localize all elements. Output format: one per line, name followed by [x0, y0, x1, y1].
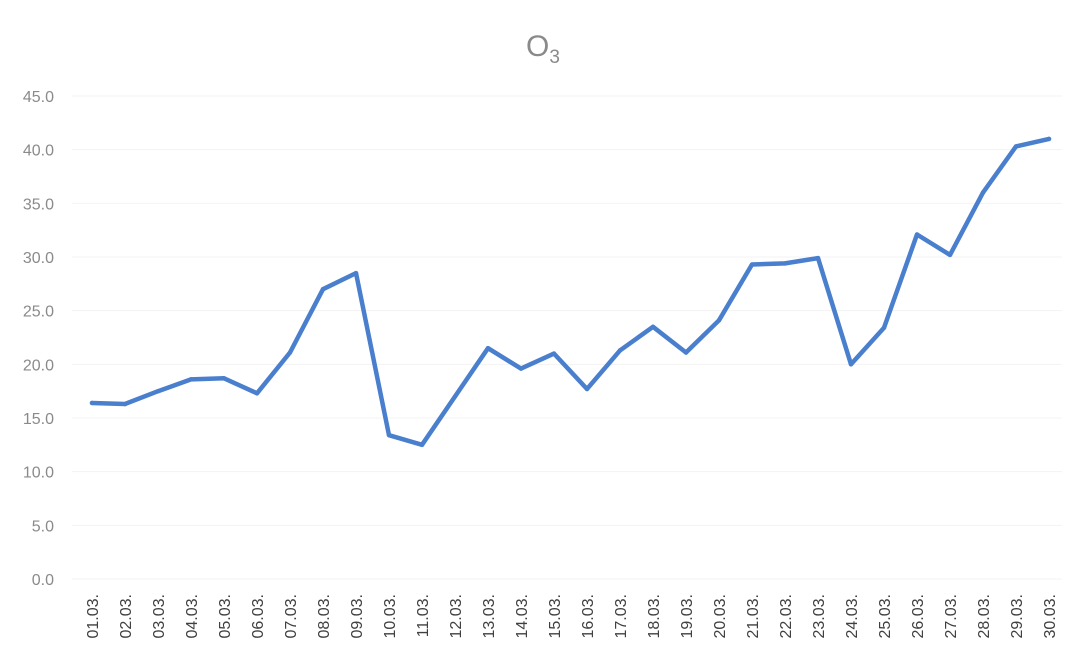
x-tick-label: 24.03.: [844, 594, 861, 638]
x-tick-label: 06.03.: [250, 594, 267, 638]
x-tick-label: 21.03.: [745, 594, 762, 638]
data-point: [617, 348, 623, 353]
y-tick-label: 35.0: [23, 196, 54, 213]
data-point: [1046, 136, 1052, 142]
data-point: [452, 394, 458, 399]
x-tick-label: 27.03.: [943, 594, 960, 638]
data-point: [683, 350, 689, 355]
x-tick-label: 16.03.: [580, 594, 597, 638]
y-tick-label: 10.0: [23, 465, 54, 482]
x-tick-label: 12.03.: [448, 594, 465, 638]
data-point: [848, 362, 854, 367]
data-point: [518, 366, 524, 371]
x-tick-label: 10.03.: [382, 594, 399, 638]
y-tick-label: 30.0: [23, 250, 54, 267]
x-tick-label: 09.03.: [349, 594, 366, 638]
x-tick-label: 17.03.: [613, 594, 630, 638]
data-point: [716, 318, 722, 323]
data-point: [551, 351, 557, 356]
chart-title-subscript: 3: [549, 47, 560, 68]
chart-title: O3: [526, 30, 560, 68]
y-tick-label: 20.0: [23, 357, 54, 374]
data-point: [89, 400, 95, 406]
x-tick-label: 26.03.: [910, 594, 927, 638]
y-tick-label: 25.0: [23, 304, 54, 321]
data-point: [782, 261, 788, 266]
x-tick-label: 11.03.: [415, 594, 432, 637]
data-point: [1013, 144, 1019, 149]
data-point: [221, 376, 227, 381]
x-tick-label: 28.03.: [976, 594, 993, 638]
y-tick-label: 0.0: [32, 572, 54, 589]
x-tick-label: 22.03.: [778, 594, 795, 638]
x-tick-label: 13.03.: [481, 594, 498, 638]
data-point: [353, 270, 359, 276]
x-tick-label: 04.03.: [184, 594, 201, 638]
x-tick-label: 03.03.: [151, 594, 168, 638]
x-tick-label: 20.03.: [712, 594, 729, 638]
data-point: [386, 432, 392, 438]
data-point: [584, 386, 590, 392]
data-point: [914, 232, 920, 237]
x-tick-label: 08.03.: [316, 594, 333, 638]
series-layer: [89, 136, 1052, 448]
y-tick-label: 5.0: [32, 518, 54, 535]
data-point: [254, 391, 260, 396]
data-point: [485, 346, 491, 351]
y-tick-label: 45.0: [23, 89, 54, 106]
y-tick-label: 15.0: [23, 411, 54, 428]
x-tick-label: 02.03.: [118, 594, 135, 638]
data-point: [419, 442, 425, 448]
data-point: [815, 255, 821, 261]
data-point: [947, 252, 953, 258]
x-tick-label: 18.03.: [646, 594, 663, 638]
x-tick-label: 19.03.: [679, 594, 696, 638]
x-tick-label: 29.03.: [1009, 594, 1026, 638]
data-point: [881, 325, 887, 331]
data-point: [188, 377, 194, 382]
x-tick-label: 23.03.: [811, 594, 828, 638]
x-tick-label: 15.03.: [547, 594, 564, 638]
series-line: [89, 136, 1052, 448]
data-point: [122, 401, 128, 407]
y-axis-tick-labels: 0.0 5.0 10.0 15.0 20.0 25.0 30.0 35.0 40.0 45.0: [23, 89, 54, 589]
x-tick-label: 30.03.: [1042, 594, 1059, 638]
data-point: [155, 388, 161, 394]
data-point: [980, 190, 986, 195]
x-tick-label: 05.03.: [217, 594, 234, 638]
x-axis-tick-labels: 01.03. 02.03. 03.03. 04.03. 05.03. 06.03. 07.0…: [85, 594, 1059, 638]
y-tick-label: 40.0: [23, 143, 54, 160]
chart-title-main: O: [526, 30, 549, 63]
x-tick-label: 01.03.: [85, 594, 102, 638]
data-point: [287, 350, 293, 355]
x-tick-label: 14.03.: [514, 594, 531, 638]
data-point: [320, 287, 326, 292]
x-tick-label: 07.03.: [283, 594, 300, 638]
data-point: [650, 324, 656, 329]
gridlines: [72, 95, 1062, 580]
data-point: [749, 262, 755, 267]
x-tick-label: 25.03.: [877, 594, 894, 638]
